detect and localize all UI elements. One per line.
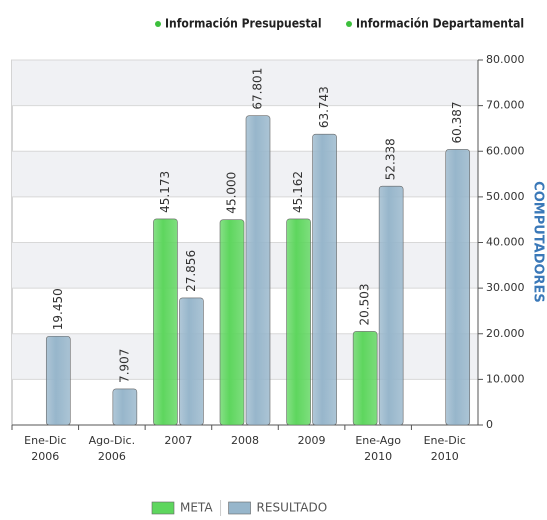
x-tick-line: 2006 — [98, 450, 126, 463]
value-label: 45.000 — [225, 172, 239, 214]
value-label: 45.173 — [158, 171, 172, 213]
y-tick-label: 80.000 — [486, 53, 525, 66]
link-bullet — [346, 21, 352, 27]
x-tick-label: Ene-Ago 2010 — [355, 434, 401, 463]
x-tick-line: Ago-Dic. — [89, 434, 135, 447]
bar — [219, 219, 245, 426]
link[interactable]: Información Departamental — [356, 17, 524, 31]
value-label: 63.743 — [317, 86, 331, 128]
value-label: 7.907 — [117, 349, 131, 383]
bar — [312, 133, 337, 426]
x-tick-label: 2007 — [164, 434, 192, 447]
grid-band — [12, 60, 478, 106]
x-tick-line: Ene-Dic — [424, 434, 466, 447]
x-tick-line: 2008 — [231, 434, 259, 447]
x-tick-label: 2009 — [298, 434, 326, 447]
x-tick-line: 2010 — [431, 450, 459, 463]
bar — [378, 185, 404, 426]
value-label: 67.801 — [251, 68, 265, 110]
value-label: 19.450 — [51, 288, 65, 330]
x-tick-line: Ene-Dic — [24, 434, 66, 447]
y-axis-title: COMPUTADORES — [531, 181, 546, 303]
x-tick-line: 2010 — [364, 450, 392, 463]
x-tick-label: Ene-Dic 2010 — [424, 434, 466, 463]
legend-label: META — [180, 501, 213, 515]
x-tick-line: 2006 — [31, 450, 59, 463]
bar — [153, 218, 178, 426]
y-tick-label: 20.000 — [486, 327, 525, 340]
y-tick-label: 10.000 — [486, 372, 525, 385]
x-tick-line: Ene-Ago — [355, 434, 401, 447]
x-tick-label: Ene-Dic 2006 — [24, 434, 66, 463]
bar — [45, 335, 71, 426]
grid-band — [12, 333, 478, 380]
y-tick-label: 30.000 — [486, 281, 525, 294]
value-label: 45.162 — [291, 171, 305, 213]
bar — [179, 297, 204, 426]
x-tick-label: 2008 — [231, 434, 259, 447]
value-label: 27.856 — [184, 250, 198, 292]
x-tick-line: 2007 — [164, 434, 192, 447]
y-tick-label: 40.000 — [486, 236, 525, 249]
bar — [112, 388, 138, 426]
value-label: 20.503 — [358, 283, 372, 325]
value-label: 60.387 — [450, 101, 464, 143]
bar — [245, 115, 271, 426]
bar — [286, 218, 311, 426]
link[interactable]: Información Presupuestal — [165, 17, 322, 31]
y-tick-label: 70.000 — [486, 99, 525, 112]
x-tick-label: Ago-Dic. 2006 — [89, 434, 135, 463]
grid-band — [12, 242, 478, 289]
bar — [352, 331, 378, 426]
legend-swatch — [228, 501, 251, 515]
y-tick-label: 50.000 — [486, 190, 525, 203]
x-tick-line: 2009 — [298, 434, 326, 447]
grid-band — [12, 151, 478, 197]
bar — [445, 149, 471, 426]
y-tick-label: 0 — [486, 418, 493, 431]
link-bullet — [155, 21, 161, 27]
value-label: 52.338 — [384, 138, 398, 180]
legend-label: RESULTADO — [257, 501, 328, 515]
legend-swatch — [151, 501, 175, 515]
y-tick-label: 60.000 — [486, 144, 525, 157]
